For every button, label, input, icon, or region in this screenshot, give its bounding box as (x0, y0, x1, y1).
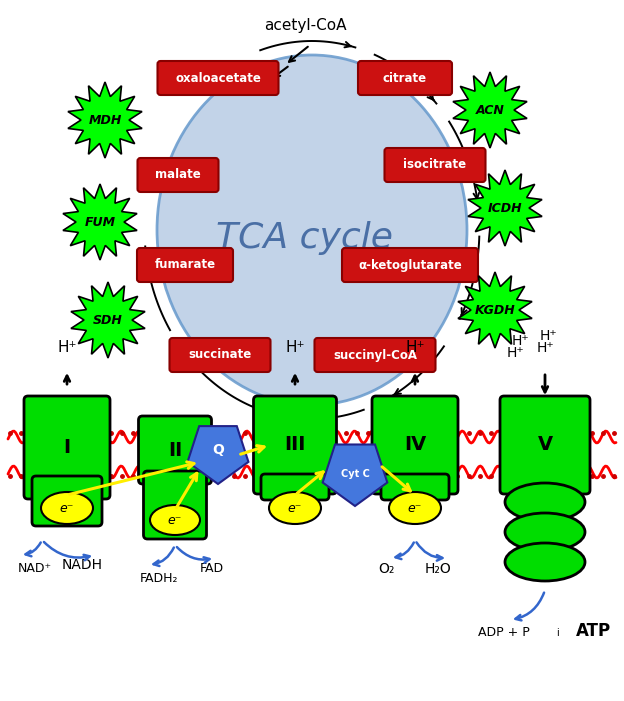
Ellipse shape (505, 543, 585, 581)
Text: IV: IV (404, 435, 426, 454)
Polygon shape (453, 72, 527, 148)
Text: Q: Q (212, 443, 224, 457)
Ellipse shape (505, 483, 585, 521)
Text: III: III (285, 435, 306, 454)
Text: H⁺: H⁺ (57, 340, 77, 355)
Polygon shape (323, 444, 388, 506)
Text: e⁻: e⁻ (288, 501, 302, 515)
Text: citrate: citrate (383, 72, 427, 85)
Text: e⁻: e⁻ (60, 501, 74, 515)
Ellipse shape (269, 492, 321, 524)
Text: FAD: FAD (200, 562, 224, 575)
Text: ACN: ACN (475, 104, 504, 116)
Text: KGDH: KGDH (475, 304, 515, 316)
Text: isocitrate: isocitrate (404, 158, 467, 172)
Text: TCA cycle: TCA cycle (217, 221, 394, 255)
Polygon shape (63, 184, 137, 260)
FancyBboxPatch shape (137, 248, 233, 282)
FancyBboxPatch shape (24, 396, 110, 499)
Text: fumarate: fumarate (154, 259, 215, 271)
Text: NADH: NADH (62, 558, 103, 572)
Text: succinate: succinate (188, 348, 251, 362)
Text: I: I (64, 438, 71, 457)
Text: acetyl-CoA: acetyl-CoA (264, 18, 346, 33)
Text: Cyt C: Cyt C (341, 469, 369, 479)
FancyBboxPatch shape (157, 61, 278, 95)
FancyBboxPatch shape (358, 61, 452, 95)
FancyBboxPatch shape (137, 158, 218, 192)
Ellipse shape (389, 492, 441, 524)
FancyBboxPatch shape (253, 396, 336, 494)
Polygon shape (71, 282, 145, 358)
FancyBboxPatch shape (384, 148, 485, 182)
Polygon shape (458, 272, 532, 348)
Text: i: i (556, 628, 558, 638)
Text: ADP + P: ADP + P (478, 626, 530, 639)
Text: H₂O: H₂O (425, 562, 452, 576)
Text: e⁻: e⁻ (408, 501, 422, 515)
Text: oxaloacetate: oxaloacetate (175, 72, 261, 85)
Polygon shape (468, 170, 542, 246)
FancyBboxPatch shape (139, 416, 212, 484)
Text: NAD⁺: NAD⁺ (18, 562, 52, 575)
Text: H⁺: H⁺ (536, 341, 554, 355)
Text: H⁺: H⁺ (506, 346, 524, 360)
Text: O₂: O₂ (378, 562, 394, 576)
Text: II: II (168, 440, 182, 459)
Text: FADH₂: FADH₂ (140, 572, 178, 585)
Text: e⁻: e⁻ (168, 514, 182, 526)
FancyBboxPatch shape (314, 338, 436, 372)
Text: succinyl-CoA: succinyl-CoA (333, 348, 417, 362)
FancyBboxPatch shape (372, 396, 458, 494)
Text: α-ketoglutarate: α-ketoglutarate (358, 259, 462, 271)
FancyBboxPatch shape (170, 338, 270, 372)
Ellipse shape (41, 492, 93, 524)
Text: H⁺: H⁺ (405, 340, 425, 355)
Text: H⁺: H⁺ (539, 329, 557, 343)
Text: MDH: MDH (89, 114, 122, 126)
Text: FUM: FUM (84, 215, 115, 229)
Ellipse shape (157, 55, 467, 405)
Polygon shape (188, 426, 248, 484)
Text: ICDH: ICDH (488, 201, 522, 215)
Text: SDH: SDH (93, 313, 123, 327)
FancyBboxPatch shape (32, 476, 102, 526)
Text: malate: malate (155, 168, 201, 182)
Text: H⁺: H⁺ (285, 340, 305, 355)
Polygon shape (68, 82, 142, 158)
Text: ATP: ATP (576, 622, 611, 640)
Text: H⁺: H⁺ (511, 334, 529, 348)
FancyBboxPatch shape (500, 396, 590, 494)
Text: V: V (537, 435, 553, 454)
Ellipse shape (150, 505, 200, 535)
FancyBboxPatch shape (144, 471, 207, 539)
FancyBboxPatch shape (381, 474, 449, 500)
FancyBboxPatch shape (342, 248, 478, 282)
Ellipse shape (505, 513, 585, 551)
FancyBboxPatch shape (261, 474, 329, 500)
